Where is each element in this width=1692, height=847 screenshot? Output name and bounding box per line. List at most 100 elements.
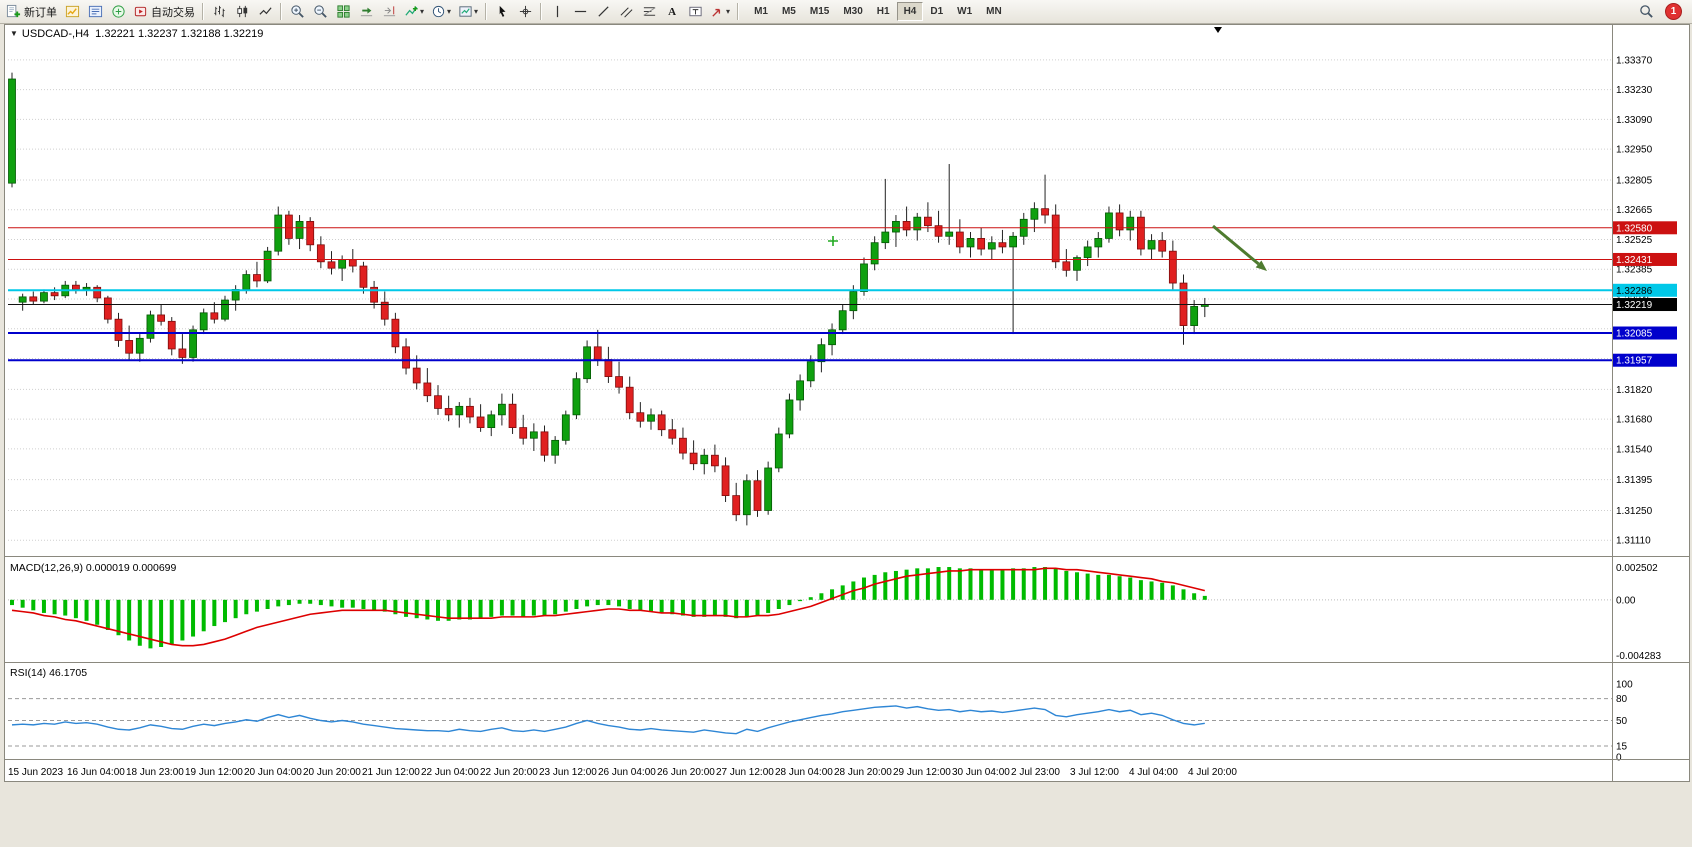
svg-text:15 Jun 2023: 15 Jun 2023 bbox=[8, 767, 63, 778]
svg-text:22 Jun 04:00: 22 Jun 04:00 bbox=[421, 767, 479, 778]
svg-text:1.32580: 1.32580 bbox=[1616, 223, 1653, 234]
toolbar-separator bbox=[737, 3, 740, 20]
timeframe-w1-button[interactable]: W1 bbox=[950, 2, 979, 21]
text-label-tool-button[interactable] bbox=[684, 2, 706, 22]
svg-text:18 Jun 23:00: 18 Jun 23:00 bbox=[126, 767, 184, 778]
svg-text:3 Jul 12:00: 3 Jul 12:00 bbox=[1070, 767, 1119, 778]
chart-shift-icon bbox=[383, 6, 395, 17]
svg-text:1.33090: 1.33090 bbox=[1616, 115, 1653, 126]
terminal-button[interactable] bbox=[107, 2, 129, 22]
zoom-in-icon bbox=[290, 5, 304, 18]
new-order-icon bbox=[6, 4, 21, 18]
svg-text:29 Jun 12:00: 29 Jun 12:00 bbox=[893, 767, 951, 778]
svg-text:100: 100 bbox=[1616, 680, 1633, 691]
svg-text:15: 15 bbox=[1616, 742, 1628, 753]
vertical-line-tool-button[interactable] bbox=[546, 2, 568, 22]
cursor-tool-button[interactable] bbox=[491, 2, 513, 22]
svg-text:1.31110: 1.31110 bbox=[1616, 536, 1651, 547]
svg-text:20 Jun 04:00: 20 Jun 04:00 bbox=[244, 767, 302, 778]
zoom-in-button[interactable] bbox=[286, 2, 308, 22]
svg-text:1.32085: 1.32085 bbox=[1616, 329, 1653, 340]
channel-tool-button[interactable] bbox=[615, 2, 637, 22]
tile-windows-button[interactable] bbox=[332, 2, 354, 22]
svg-text:26 Jun 04:00: 26 Jun 04:00 bbox=[598, 767, 656, 778]
arrow-annotation bbox=[1212, 224, 1267, 271]
svg-text:27 Jun 12:00: 27 Jun 12:00 bbox=[716, 767, 774, 778]
trendline-tool-button[interactable] bbox=[592, 2, 614, 22]
candles-layer bbox=[8, 72, 1209, 526]
fibonacci-tool-button[interactable] bbox=[638, 2, 660, 22]
svg-text:4 Jul 20:00: 4 Jul 20:00 bbox=[1188, 767, 1237, 778]
timeframe-mn-button[interactable]: MN bbox=[979, 2, 1009, 21]
channel-icon bbox=[620, 7, 633, 18]
candlestick-chart-button[interactable] bbox=[231, 2, 253, 22]
svg-text:1.32805: 1.32805 bbox=[1616, 175, 1653, 186]
svg-text:80: 80 bbox=[1616, 694, 1628, 705]
chart-title: ▼ USDCAD-,H4 1.32221 1.32237 1.32188 1.322… bbox=[10, 28, 263, 40]
svg-text:28 Jun 20:00: 28 Jun 20:00 bbox=[834, 767, 892, 778]
periods-dropdown[interactable]: ▾ bbox=[428, 2, 454, 22]
svg-text:4 Jul 04:00: 4 Jul 04:00 bbox=[1129, 767, 1178, 778]
svg-text:30 Jun 04:00: 30 Jun 04:00 bbox=[952, 767, 1010, 778]
autotrading-icon bbox=[134, 6, 147, 17]
notifications-button[interactable]: 1 bbox=[1658, 2, 1689, 22]
svg-text:1.31250: 1.31250 bbox=[1616, 506, 1653, 517]
svg-text:0.00: 0.00 bbox=[1616, 595, 1636, 606]
indicators-dropdown[interactable]: ▾ bbox=[401, 2, 427, 22]
price-axis: 1.33370 1.33230 1.33090 1.32950 1.32805 1.326… bbox=[1613, 55, 1677, 547]
horizontal-line-tool-button[interactable] bbox=[569, 2, 591, 22]
templates-dropdown[interactable]: ▾ bbox=[455, 2, 481, 22]
dropdown-caret-icon: ▾ bbox=[726, 6, 731, 16]
crosshair-tool-button[interactable] bbox=[514, 2, 536, 22]
dropdown-caret-icon: ▾ bbox=[447, 6, 452, 16]
svg-text:-0.004283: -0.004283 bbox=[1616, 651, 1661, 662]
chart-collapse-icon[interactable]: ▼ bbox=[10, 29, 18, 38]
main-grid bbox=[8, 59, 1612, 541]
market-watch-button[interactable] bbox=[61, 2, 83, 22]
cursor-icon bbox=[499, 5, 506, 17]
navigator-button[interactable] bbox=[84, 2, 106, 22]
fibonacci-icon bbox=[643, 7, 655, 16]
svg-text:1.31820: 1.31820 bbox=[1616, 385, 1653, 396]
svg-text:1.31540: 1.31540 bbox=[1616, 444, 1653, 455]
timeframe-h4-button[interactable]: H4 bbox=[896, 2, 924, 21]
svg-text:21 Jun 12:00: 21 Jun 12:00 bbox=[362, 767, 420, 778]
autotrading-button[interactable]: 自动交易 bbox=[130, 2, 198, 22]
svg-text:1.31957: 1.31957 bbox=[1616, 356, 1653, 367]
terminal-icon bbox=[111, 5, 125, 18]
toolbar-separator bbox=[202, 3, 204, 20]
svg-text:1.32219: 1.32219 bbox=[1616, 300, 1653, 311]
text-tool-icon: A bbox=[668, 5, 677, 18]
svg-text:2 Jul 23:00: 2 Jul 23:00 bbox=[1011, 767, 1060, 778]
search-button[interactable] bbox=[1635, 2, 1657, 22]
arrows-dropdown[interactable]: ▾ bbox=[707, 2, 733, 22]
timeframe-m30-button[interactable]: M30 bbox=[836, 2, 869, 21]
text-tool-button[interactable]: A bbox=[661, 2, 683, 22]
bar-chart-button[interactable] bbox=[208, 2, 230, 22]
timeframe-h1-button[interactable]: H1 bbox=[870, 2, 897, 21]
timeframe-toolbar: M1 M5 M15 M30 H1 H4 D1 W1 MN bbox=[747, 2, 1009, 21]
auto-scroll-button[interactable] bbox=[355, 2, 377, 22]
svg-text:16 Jun 04:00: 16 Jun 04:00 bbox=[67, 767, 125, 778]
tile-windows-icon bbox=[336, 5, 350, 18]
line-chart-button[interactable] bbox=[254, 2, 276, 22]
timeframe-m15-button[interactable]: M15 bbox=[803, 2, 836, 21]
svg-text:50: 50 bbox=[1616, 716, 1628, 727]
horizontal-line-icon bbox=[574, 10, 586, 13]
search-icon bbox=[1639, 5, 1653, 18]
new-order-button[interactable]: 新订单 bbox=[3, 2, 60, 22]
svg-text:20 Jun 20:00: 20 Jun 20:00 bbox=[303, 767, 361, 778]
chart-shift-button[interactable] bbox=[378, 2, 400, 22]
svg-text:28 Jun 04:00: 28 Jun 04:00 bbox=[775, 767, 833, 778]
templates-icon bbox=[459, 6, 472, 17]
macd-indicator-label: MACD(12,26,9) 0.000019 0.000699 bbox=[10, 562, 177, 574]
navigator-icon bbox=[88, 5, 102, 18]
svg-text:1.31395: 1.31395 bbox=[1616, 475, 1653, 486]
timeframe-d1-button[interactable]: D1 bbox=[923, 2, 950, 21]
timeframe-m5-button[interactable]: M5 bbox=[775, 2, 803, 21]
notification-badge: 1 bbox=[1665, 3, 1682, 20]
svg-text:1.32431: 1.32431 bbox=[1616, 255, 1653, 266]
zoom-out-button[interactable] bbox=[309, 2, 331, 22]
timeframe-m1-button[interactable]: M1 bbox=[747, 2, 775, 21]
